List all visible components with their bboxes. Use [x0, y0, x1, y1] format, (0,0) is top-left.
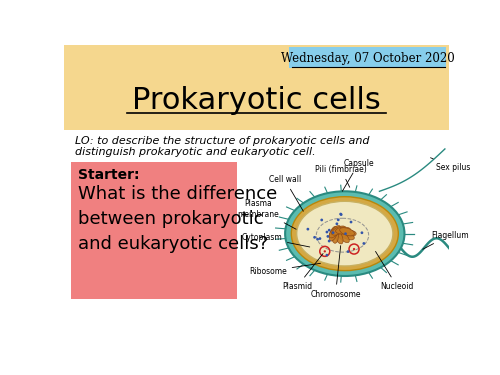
Ellipse shape — [292, 197, 399, 271]
Circle shape — [316, 238, 319, 241]
Circle shape — [353, 248, 355, 250]
Ellipse shape — [341, 230, 356, 237]
FancyBboxPatch shape — [64, 45, 449, 130]
Circle shape — [336, 222, 338, 225]
Ellipse shape — [336, 227, 351, 234]
Text: Starter:: Starter: — [78, 168, 139, 182]
Ellipse shape — [329, 226, 338, 241]
Circle shape — [344, 232, 347, 235]
Text: Flagellum: Flagellum — [422, 231, 469, 249]
Ellipse shape — [340, 228, 354, 236]
Circle shape — [326, 231, 328, 233]
Text: Prokaryotic cells: Prokaryotic cells — [132, 86, 380, 115]
Circle shape — [362, 242, 365, 245]
Circle shape — [326, 235, 330, 238]
Circle shape — [326, 254, 328, 257]
Ellipse shape — [296, 201, 393, 266]
Circle shape — [320, 219, 323, 221]
Text: Wednesday, 07 October 2020: Wednesday, 07 October 2020 — [281, 52, 455, 64]
Circle shape — [360, 231, 364, 234]
Circle shape — [313, 236, 316, 239]
Ellipse shape — [332, 226, 345, 235]
Text: Nucleoid: Nucleoid — [376, 251, 414, 291]
Ellipse shape — [340, 231, 354, 240]
FancyBboxPatch shape — [290, 46, 446, 68]
Text: Ribosome: Ribosome — [249, 263, 320, 276]
Text: What is the difference
between prokaryotic
and eukaryotic cells?: What is the difference between prokaryot… — [78, 185, 277, 253]
Circle shape — [306, 228, 310, 231]
Ellipse shape — [332, 228, 338, 243]
Circle shape — [340, 213, 342, 216]
Text: LO: to describe the structure of prokaryotic cells and
distinguish prokaryotic a: LO: to describe the structure of prokary… — [76, 136, 370, 158]
Text: Plasmid: Plasmid — [282, 254, 323, 291]
Circle shape — [332, 231, 334, 234]
Text: Plasma
membrane: Plasma membrane — [238, 199, 296, 229]
Text: Sex pilus: Sex pilus — [430, 158, 470, 172]
Circle shape — [324, 250, 326, 252]
Ellipse shape — [337, 231, 349, 243]
FancyBboxPatch shape — [72, 162, 237, 299]
Circle shape — [328, 229, 330, 231]
Text: Capsule: Capsule — [342, 159, 374, 191]
Text: Pili (fimbriae): Pili (fimbriae) — [315, 165, 367, 187]
Ellipse shape — [334, 230, 343, 244]
Circle shape — [340, 213, 342, 216]
Text: Cell wall: Cell wall — [268, 175, 304, 211]
Circle shape — [337, 219, 340, 221]
Text: Cytoplasm: Cytoplasm — [242, 233, 310, 247]
Circle shape — [350, 220, 352, 224]
Circle shape — [328, 240, 330, 242]
Ellipse shape — [285, 191, 405, 276]
Circle shape — [318, 237, 322, 240]
Ellipse shape — [329, 226, 340, 238]
Circle shape — [346, 250, 350, 253]
Text: Chromosome: Chromosome — [310, 246, 361, 299]
